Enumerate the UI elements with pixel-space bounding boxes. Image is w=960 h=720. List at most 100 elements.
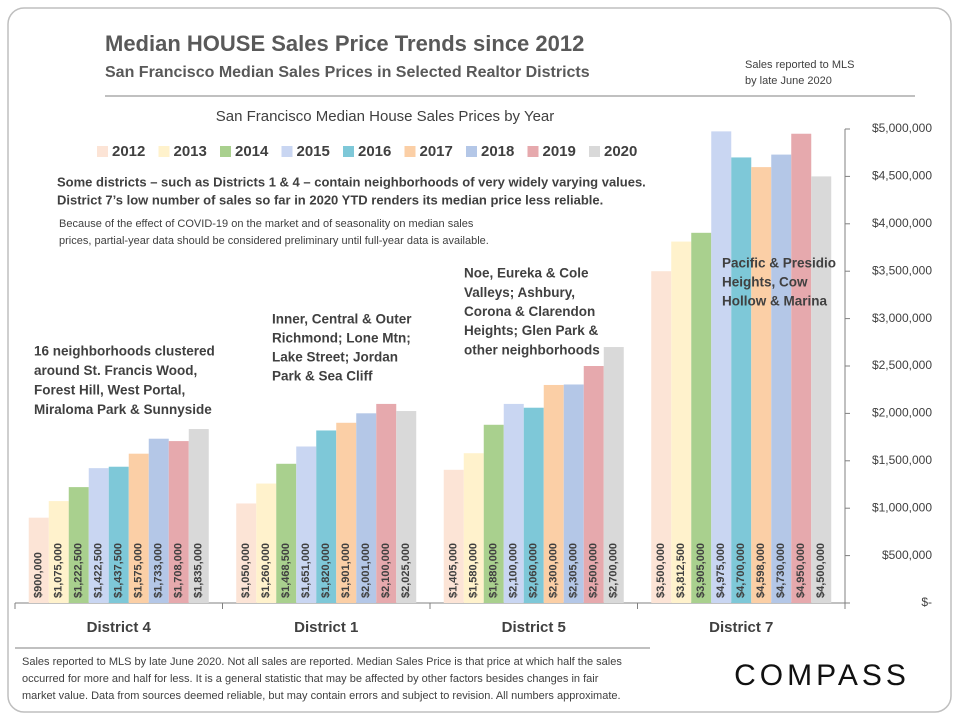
bar [336,422,357,603]
legend-label: 2017 [420,143,453,160]
bar [443,469,464,603]
bar [651,271,672,603]
legend-label: 2016 [358,143,391,160]
bar-value-label: $1,050,000 [240,543,252,598]
legend-swatch [220,146,231,157]
bar [188,429,209,603]
bar-value-label: $1,075,000 [53,543,65,598]
chart-note: Some districts – such as Districts 1 & 4… [57,174,646,189]
bar [48,501,69,603]
bar-value-label: $2,700,000 [608,543,620,598]
y-tick-label: $1,500,000 [872,453,932,467]
district-annotation: Pacific & Presidio [722,256,836,271]
bar-value-label: $4,598,000 [755,543,767,598]
district-annotation: Richmond; Lone Mtn; [272,331,411,346]
bar-value-label: $1,708,000 [173,543,185,598]
bar-value-label: $2,001,000 [360,543,372,598]
bar-value-label: $4,975,000 [715,543,727,598]
bar-value-label: $1,901,000 [340,543,352,598]
bar-value-label: $1,733,000 [153,543,165,598]
bar-value-label: $4,730,000 [775,543,787,598]
bar-value-label: $1,260,000 [260,543,272,598]
x-tick-label: District 1 [294,619,358,636]
legend-label: 2014 [235,143,269,160]
district-annotation: other neighborhoods [464,342,600,357]
y-tick-label: $4,000,000 [872,216,932,230]
bar-value-label: $3,500,000 [655,543,667,598]
legend-swatch [343,146,354,157]
chart-small-note: Because of the effect of COVID-19 on the… [59,218,474,230]
chart-note: District 7’s low number of sales so far … [57,192,603,207]
bar [543,384,564,603]
district-annotation: Forest Hill, West Portal, [34,383,185,398]
legend-swatch [527,146,539,157]
y-tick-label: $2,000,000 [872,406,932,420]
bar [168,441,189,603]
district-annotation: Inner, Central & Outer [272,312,412,327]
district-annotation: Miraloma Park & Sunnyside [34,402,212,417]
footer-text: occurred for more and half for less. It … [22,673,599,685]
bar-value-label: $900,000 [33,552,45,598]
bar [583,366,604,603]
legend-swatch [158,146,170,157]
y-tick-label: $3,000,000 [872,311,932,325]
bar-value-label: $2,025,000 [400,543,412,598]
legend-swatch [404,146,416,157]
district-annotation: Park & Sea Cliff [272,369,373,384]
legend-label: 2020 [604,143,637,160]
bar [128,453,149,603]
legend-label: 2012 [112,143,145,160]
bar [376,403,397,603]
bar [771,154,792,603]
bar [603,347,624,603]
district-annotation: Lake Street; Jordan [272,350,398,365]
bar-value-label: $3,812,500 [675,543,687,598]
bar-value-label: $4,500,000 [815,543,827,598]
bar-value-label: $2,100,000 [380,543,392,598]
y-tick-label: $3,500,000 [872,263,932,277]
bar [691,232,712,603]
y-tick-label: $5,000,000 [872,121,932,135]
bar [236,503,257,603]
legend-label: 2015 [297,143,330,160]
district-annotation: Noe, Eureka & Cole [464,266,589,281]
page-title: Median HOUSE Sales Price Trends since 20… [105,31,584,56]
bar [711,131,732,603]
bar-value-label: $1,437,500 [113,543,125,598]
bar [791,133,812,604]
bar [463,453,484,603]
bar [731,157,752,603]
bar [811,176,832,603]
bar-value-label: $2,060,000 [528,543,540,598]
bar [563,384,584,603]
legend-swatch [97,146,108,157]
bar [356,413,377,603]
bar [296,446,317,603]
district-annotation: 16 neighborhoods clustered [34,344,215,359]
district-annotation: Heights; Glen Park & [464,323,599,338]
x-tick-label: District 7 [709,619,773,636]
y-tick-label: $- [921,595,932,609]
bar [28,517,49,603]
bar-value-label: $1,651,000 [300,543,312,598]
bar-value-label: $1,820,000 [320,543,332,598]
header-note: by late June 2020 [745,75,832,87]
logo: COMPASS [734,659,910,692]
district-annotation: Corona & Clarendon [464,304,595,319]
legend-swatch [589,146,600,157]
district-annotation: Heights, Cow [722,275,808,290]
district-annotation: Hollow & Marina [722,294,827,309]
legend-label: 2019 [543,143,576,160]
legend-label: 2013 [174,143,207,160]
legend-swatch [466,146,477,157]
header-note: Sales reported to MLS [745,59,854,71]
bar [523,407,544,603]
bar-value-label: $1,468,500 [280,543,292,598]
x-tick-label: District 5 [502,619,566,636]
bar [483,424,504,603]
bar [68,487,89,603]
bar [108,466,129,603]
bar [148,438,169,603]
page-subtitle: San Francisco Median Sales Prices in Sel… [105,64,590,81]
footer-text: Sales reported to MLS by late June 2020.… [22,656,622,668]
